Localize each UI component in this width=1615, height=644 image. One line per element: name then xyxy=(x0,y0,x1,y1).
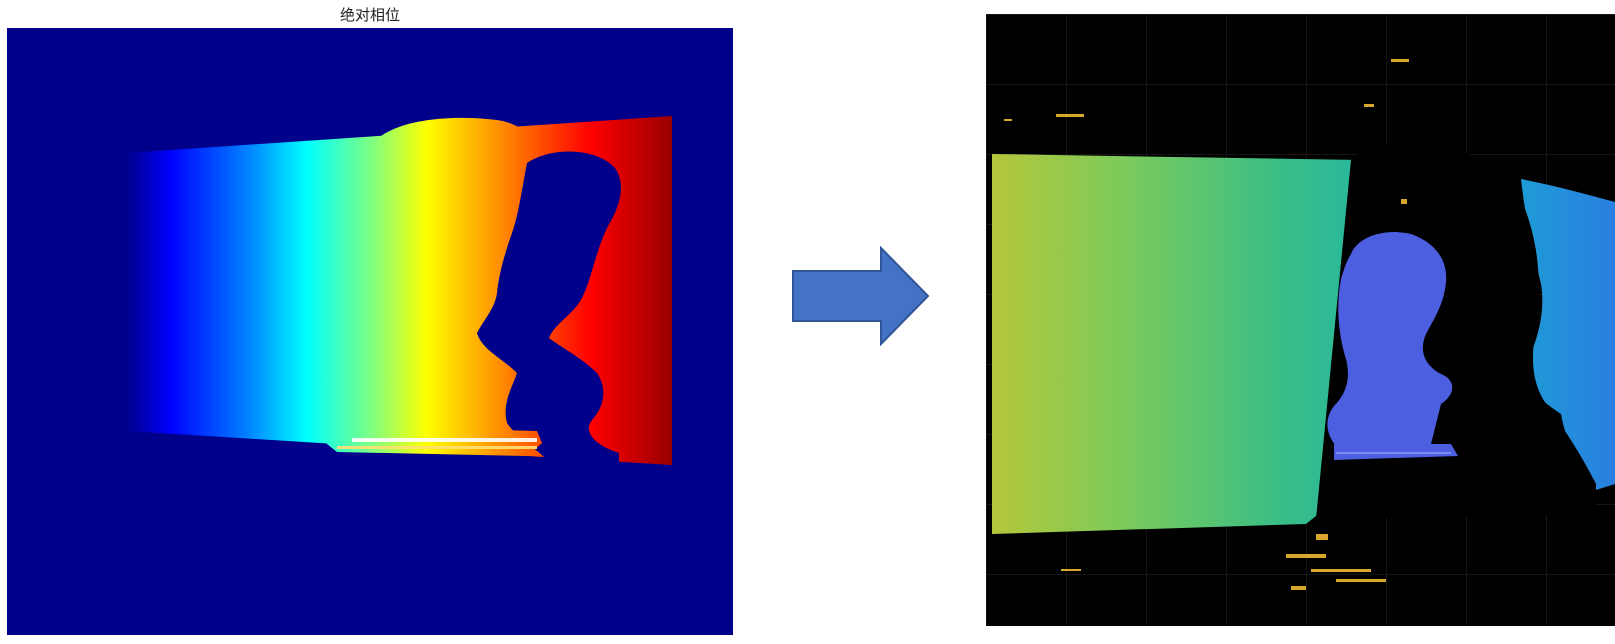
bust-surface xyxy=(1327,232,1453,446)
point-cloud-view xyxy=(986,14,1615,626)
noise-points xyxy=(1004,59,1409,590)
phase-shadow xyxy=(477,151,621,465)
wall-surface-right xyxy=(1521,179,1615,490)
phase-bust xyxy=(346,117,542,454)
absolute-phase-map xyxy=(7,28,733,635)
right-arrow-icon xyxy=(791,246,931,346)
wall-surface xyxy=(992,154,1366,534)
phase-map-title: 绝对相位 xyxy=(339,6,400,24)
